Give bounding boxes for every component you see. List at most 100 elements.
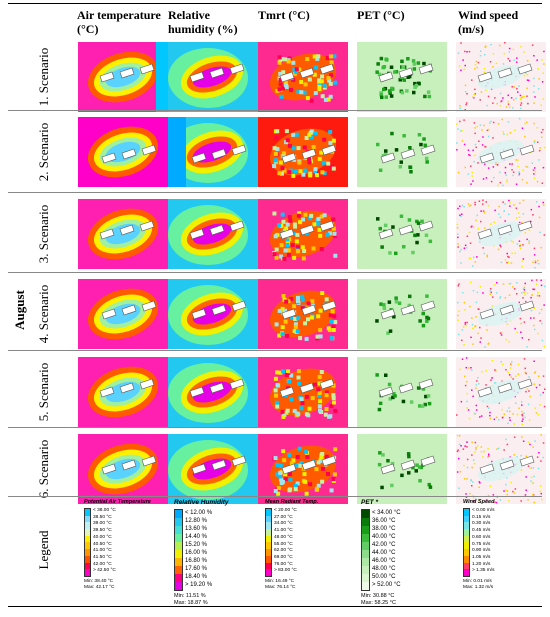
legend-entry: 13.60 % bbox=[185, 526, 208, 532]
legend-swatch bbox=[85, 529, 90, 536]
simulation-map bbox=[78, 199, 168, 269]
legend-entry: 1.05 m/s bbox=[472, 554, 491, 560]
building-footprint bbox=[299, 67, 315, 79]
legend-max: Max: 76.14 °C bbox=[265, 584, 296, 590]
map-rh bbox=[168, 434, 258, 504]
building-footprint bbox=[497, 382, 513, 394]
scenario-label: 3. Scenario bbox=[36, 204, 51, 264]
building-footprint bbox=[380, 463, 396, 475]
simulation-map bbox=[168, 199, 258, 269]
legend-entry: < 20.00 °C bbox=[274, 508, 297, 513]
legend-swatch bbox=[362, 550, 369, 558]
building-footprint bbox=[121, 304, 137, 316]
legend-entry: < 0.00 m/s bbox=[472, 508, 495, 513]
map-wind bbox=[456, 279, 546, 349]
map-tmrt bbox=[258, 357, 348, 427]
building-footprint bbox=[119, 382, 135, 394]
building-footprint bbox=[301, 459, 317, 471]
map-pet bbox=[357, 357, 447, 427]
legend-swatch bbox=[266, 562, 271, 570]
building-footprint bbox=[301, 148, 317, 160]
map-air bbox=[78, 434, 168, 504]
map-rh bbox=[168, 117, 258, 187]
legend-swatch bbox=[464, 515, 469, 523]
legend-entry: 76.00 °C bbox=[274, 561, 293, 567]
legend-title: PET * bbox=[361, 499, 378, 506]
building-footprint bbox=[209, 224, 225, 236]
simulation-map bbox=[357, 357, 447, 427]
building-footprint bbox=[211, 459, 227, 471]
building-footprint bbox=[191, 152, 207, 164]
legend-box: Mean Radiant Temp. < 20.00 °C 27.00 °C 34.0… bbox=[265, 499, 357, 601]
legend-entry: 55.00 °C bbox=[274, 541, 293, 547]
legend-swatch bbox=[175, 518, 182, 526]
map-wind bbox=[456, 199, 546, 269]
building-footprint bbox=[380, 308, 396, 320]
building-footprint bbox=[141, 455, 157, 467]
building-footprint bbox=[209, 67, 225, 79]
building-footprint bbox=[321, 300, 337, 312]
building-footprint bbox=[101, 463, 117, 475]
legend-swatch bbox=[266, 535, 271, 543]
building-footprint bbox=[301, 304, 317, 316]
legend-swatch bbox=[362, 574, 369, 582]
simulation-map bbox=[357, 42, 447, 112]
building-footprint bbox=[229, 63, 245, 75]
building-footprint bbox=[229, 220, 245, 232]
building-footprint bbox=[191, 463, 207, 475]
map-wind bbox=[456, 434, 546, 504]
simulation-map bbox=[168, 42, 258, 112]
map-rh bbox=[168, 279, 258, 349]
legend-entry: 38.50 °C bbox=[93, 514, 112, 520]
building-footprint bbox=[211, 148, 227, 160]
legend-swatch bbox=[362, 566, 369, 574]
building-footprint bbox=[229, 378, 245, 390]
legend-title: Mean Radiant Temp. bbox=[265, 499, 319, 505]
simulation-map bbox=[258, 279, 348, 349]
legend-entry: 69.00 °C bbox=[274, 554, 293, 560]
legend-entry: > 1.35 m/s bbox=[472, 568, 495, 574]
legend-swatch bbox=[85, 522, 90, 530]
map-air bbox=[78, 117, 168, 187]
legend-swatch bbox=[464, 535, 469, 543]
legend-swatch bbox=[266, 549, 271, 556]
legend-entry: 48.00 °C bbox=[372, 566, 396, 572]
legend-color-bar bbox=[361, 509, 370, 591]
building-footprint bbox=[378, 386, 394, 398]
building-footprint bbox=[279, 386, 295, 398]
building-footprint bbox=[497, 67, 513, 79]
map-pet bbox=[357, 199, 447, 269]
simulation-map bbox=[357, 199, 447, 269]
building-footprint bbox=[398, 382, 414, 394]
legend-entry: 48.00 °C bbox=[274, 534, 293, 540]
legend-swatch bbox=[464, 549, 469, 556]
legend-entry: 16.80 % bbox=[185, 558, 208, 564]
legend-entry: 41.00 °C bbox=[274, 528, 293, 534]
simulation-map bbox=[78, 42, 168, 112]
simulation-map bbox=[456, 199, 546, 269]
legend-swatch bbox=[362, 582, 369, 590]
building-footprint bbox=[400, 304, 416, 316]
legend-swatch bbox=[464, 522, 469, 530]
legend-entry: 41.00 °C bbox=[93, 548, 112, 554]
simulation-map bbox=[357, 279, 447, 349]
scenario-label: 1. Scenario bbox=[36, 47, 51, 107]
legend-entry: 0.45 m/s bbox=[472, 528, 491, 534]
row-separator bbox=[8, 427, 542, 428]
map-tmrt bbox=[258, 42, 348, 112]
building-footprint bbox=[418, 378, 434, 390]
building-footprint bbox=[321, 455, 337, 467]
legend-swatch bbox=[362, 526, 369, 534]
legend-entry: < 12.00 % bbox=[185, 510, 213, 516]
legend-swatch bbox=[362, 534, 369, 542]
legend-box: Relative Humidity < 12.00 % 12.80 % 13.60 %… bbox=[174, 499, 266, 606]
scenario-row-label: 5. Scenario bbox=[34, 353, 54, 431]
legend-row-label: Legend bbox=[34, 500, 54, 600]
simulation-map bbox=[456, 279, 546, 349]
legend-swatch bbox=[85, 555, 90, 563]
legend-color-bar bbox=[174, 509, 183, 591]
building-footprint bbox=[121, 459, 137, 471]
simulation-map bbox=[78, 279, 168, 349]
legend-swatch bbox=[266, 555, 271, 563]
simulation-map bbox=[168, 117, 258, 187]
